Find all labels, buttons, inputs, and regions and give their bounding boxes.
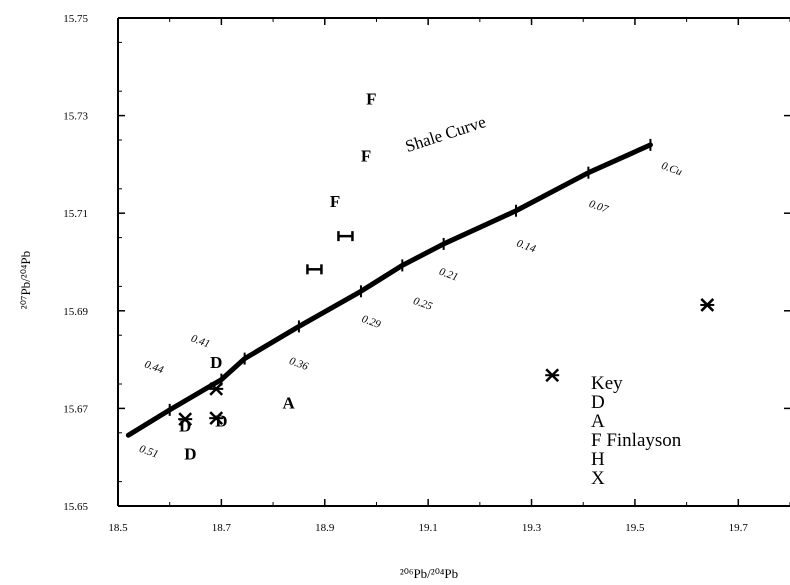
legend-entry: H: [591, 449, 605, 470]
curve-annotation-label: 0.29: [360, 313, 383, 331]
data-point-h: [337, 231, 354, 242]
y-tick-label: 15.75: [63, 13, 88, 25]
curve-annotation-label: 0.36: [288, 355, 311, 373]
x-axis-title: ²⁰⁶Pb/²⁰⁴Pb: [400, 566, 458, 581]
shale-curve-line: [125, 142, 653, 438]
y-tick-label: 15.73: [63, 111, 88, 123]
data-point-f: F: [330, 192, 340, 211]
data-point-x: [545, 368, 560, 383]
data-point-f: F: [366, 90, 376, 109]
x-tick-label: 19.3: [522, 522, 542, 534]
x-tick-label: 19.5: [625, 522, 645, 534]
curve-annotation-label: 0.07: [587, 198, 610, 216]
legend-entry: A: [591, 411, 605, 432]
data-point-a: A: [282, 394, 295, 413]
data-point-x: [209, 411, 224, 426]
y-tick-label: 15.69: [63, 306, 88, 318]
x-tick-label: 18.5: [108, 522, 128, 534]
curve-annotation-label: 0.Cu: [660, 160, 684, 179]
y-tick-label: 15.71: [63, 208, 88, 220]
x-tick-label: 18.7: [212, 522, 232, 534]
legend-entry: X: [591, 468, 605, 489]
data-point-d: D: [184, 444, 196, 463]
legend-entry: D: [591, 392, 605, 413]
curve-annotation-label: 0.25: [412, 295, 435, 313]
data-point-f: F: [361, 147, 371, 166]
data-point-d: D: [210, 353, 222, 372]
data-point-x: [178, 412, 193, 427]
data-point-x: [209, 381, 224, 396]
y-tick-label: 15.65: [63, 501, 88, 513]
data-point-x: [700, 298, 715, 312]
x-tick-label: 18.9: [315, 522, 335, 534]
x-tick-label: 19.7: [729, 522, 749, 534]
curve-annotation-label: 0.44: [143, 358, 166, 376]
shale-curve-label: Shale Curve: [403, 112, 488, 156]
curve-annotation-label: 0.14: [515, 237, 538, 255]
curve-annotation-label: 0.41: [189, 333, 211, 351]
x-tick-label: 19.1: [419, 522, 438, 534]
y-axis-title: ²⁰⁷Pb/²⁰⁴Pb: [18, 251, 33, 309]
data-point-h: [306, 264, 323, 275]
curve-annotation-label: 0.21: [437, 266, 459, 284]
curve-annotation-label: 0.51: [138, 443, 160, 461]
legend-entry: F Finlayson: [591, 430, 682, 451]
legend-title: Key: [591, 373, 623, 394]
y-tick-label: 15.67: [63, 403, 88, 415]
